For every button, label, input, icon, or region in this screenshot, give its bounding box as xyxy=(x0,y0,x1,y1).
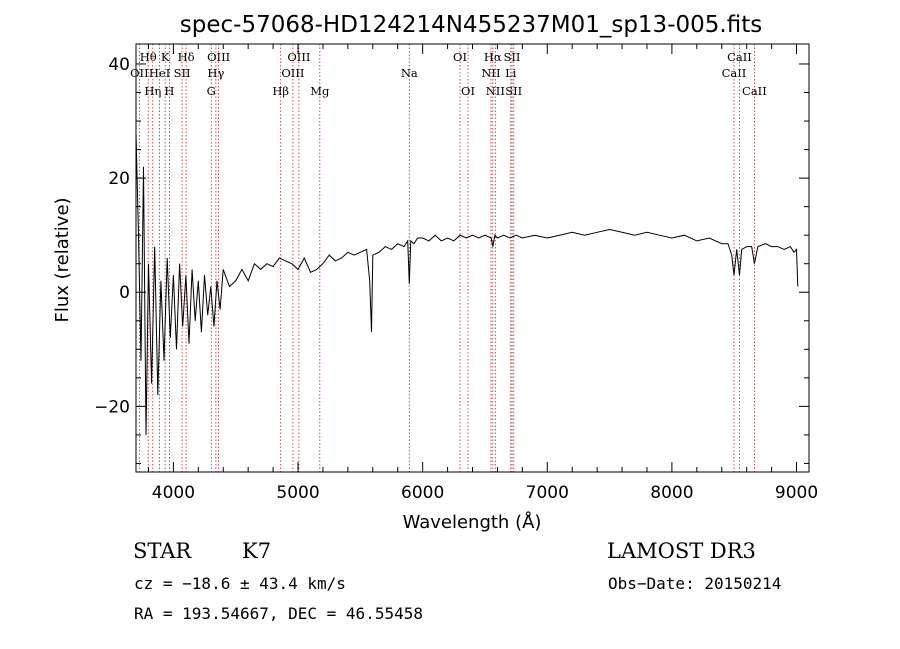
x-tick-label: 9000 xyxy=(775,483,818,503)
spectral-line-label: OIII xyxy=(281,66,304,80)
spectral-line-label: G xyxy=(207,84,216,98)
ra-dec-readout: RA = 193.54667, DEC = 46.55458 xyxy=(134,604,423,623)
survey-name: LAMOST DR3 xyxy=(607,539,756,563)
x-tick-label: 4000 xyxy=(152,483,195,503)
obs-date: Obs−Date: 20150214 xyxy=(608,574,782,593)
spectral-line-markers: OIIHθHηHeIKHSIIHδGHγOIIIHβOIIIOIIIMgNaOI… xyxy=(130,44,767,472)
y-tick-label: 40 xyxy=(108,55,130,75)
spectral-line-label: HeI xyxy=(149,66,170,80)
y-tick-label: 20 xyxy=(108,169,130,189)
chart-title: spec-57068-HD124214N455237M01_sp13-005.f… xyxy=(180,12,762,38)
spectrum-series-line xyxy=(135,132,799,435)
spectral-line-label: CaII xyxy=(722,66,747,80)
x-tick-label: 6000 xyxy=(401,483,444,503)
axis-ticks: 4000 5000 6000 7000 8000 9000 −20 0 20 40 xyxy=(94,44,818,503)
y-tick-label: −20 xyxy=(94,397,130,417)
spectral-line-label: Li xyxy=(505,66,517,80)
spectral-line-label: NII xyxy=(486,84,505,98)
spectral-line-label: OI xyxy=(461,84,475,98)
spectral-line-label: CaII xyxy=(742,84,767,98)
spectral-line-label: SII xyxy=(504,50,521,64)
x-tick-label: 8000 xyxy=(650,483,693,503)
x-tick-label: 7000 xyxy=(526,483,569,503)
spectral-line-label: H xyxy=(164,84,174,98)
spectral-line-label: Hθ xyxy=(140,50,157,64)
spectral-line-label: CaII xyxy=(727,50,752,64)
spectral-line-label: SII xyxy=(505,84,522,98)
spectral-line-label: NII xyxy=(481,66,500,80)
spectral-line-label: Hα xyxy=(484,50,502,64)
x-tick-label: 5000 xyxy=(276,483,319,503)
x-axis-label: Wavelength (Å) xyxy=(403,511,542,533)
spectral-line-label: OII xyxy=(130,66,149,80)
spectral-line-label: Hγ xyxy=(207,66,224,80)
spectral-line-label: SII xyxy=(174,66,191,80)
spectral-line-label: Hβ xyxy=(272,84,289,98)
redshift-readout: cz = −18.6 ± 43.4 km/s xyxy=(134,574,346,593)
spectral-line-label: Na xyxy=(401,66,418,80)
spectral-line-label: OIII xyxy=(207,50,230,64)
spectral-line-label: OI xyxy=(453,50,467,64)
spectral-line-label: K xyxy=(161,50,170,64)
object-subclass: K7 xyxy=(242,539,272,563)
y-axis-label: Flux (relative) xyxy=(52,197,73,322)
plot-frame xyxy=(135,43,810,473)
spectral-line-label: OIII xyxy=(287,50,310,64)
spectral-line-label: Hδ xyxy=(178,50,195,64)
spectral-line-label: Mg xyxy=(310,84,330,98)
y-tick-label: 0 xyxy=(119,283,130,303)
object-class: STAR xyxy=(133,539,192,563)
spectral-line-label: Hη xyxy=(144,84,161,98)
